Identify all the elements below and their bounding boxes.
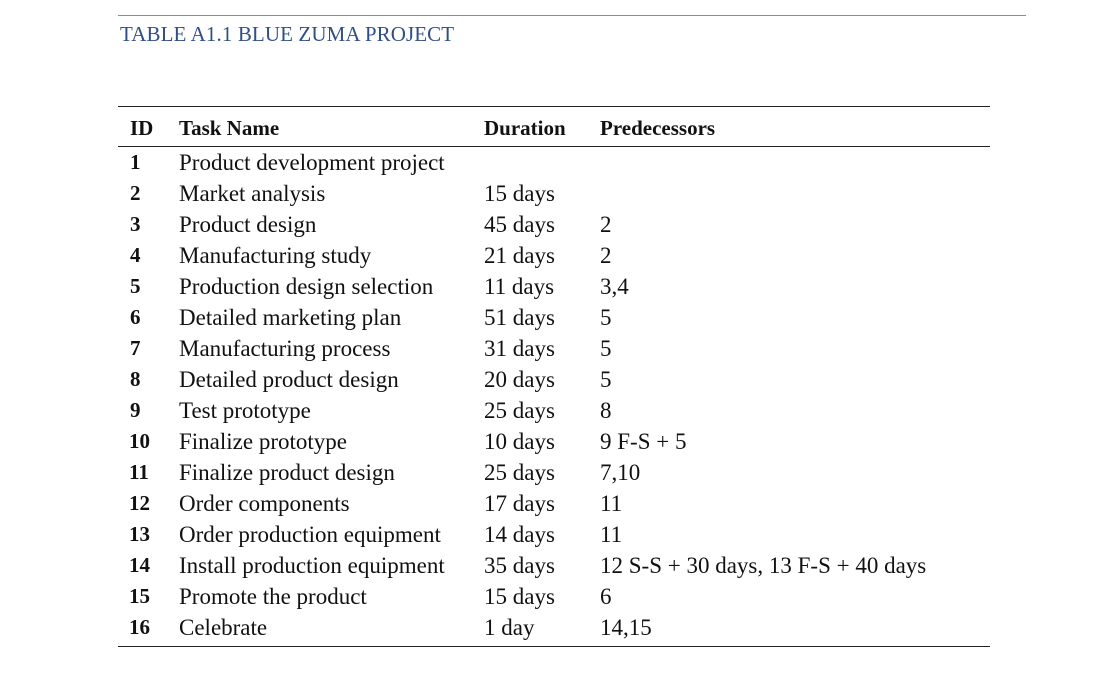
task-duration: 15 days [484, 181, 555, 206]
task-name: Test prototype [179, 398, 311, 423]
task-predecessors: 5 [600, 336, 612, 361]
task-duration: 25 days [484, 398, 555, 423]
task-predecessors: 2 [600, 212, 612, 237]
table-row: 10 Finalize prototype 10 days 9 F-S + 5 [118, 428, 990, 459]
task-name: Product development project [179, 150, 445, 175]
task-duration: 10 days [484, 429, 555, 454]
task-duration: 14 days [484, 522, 555, 547]
table-row: 6 Detailed marketing plan 51 days 5 [118, 304, 990, 335]
task-name: Product design [179, 212, 317, 237]
task-name: Manufacturing process [179, 336, 391, 361]
task-id: 14 [129, 553, 150, 577]
task-predecessors: 12 S-S + 30 days, 13 F-S + 40 days [600, 553, 927, 578]
task-id: 4 [130, 243, 141, 267]
task-duration: 35 days [484, 553, 555, 578]
task-duration: 11 days [484, 274, 555, 299]
header-duration: Duration [484, 116, 566, 140]
table-row: 8 Detailed product design 20 days 5 [118, 366, 990, 397]
table-caption: TABLE A1.1 BLUE ZUMA PROJECT [120, 22, 455, 46]
task-name: Manufacturing study [179, 243, 372, 268]
task-predecessors: 2 [600, 243, 612, 268]
task-name: Install production equipment [179, 553, 445, 578]
task-id: 2 [130, 181, 141, 205]
table-row: 11 Finalize product design 25 days 7,10 [118, 459, 990, 490]
task-id: 15 [129, 584, 150, 608]
header-task-name: Task Name [179, 116, 280, 140]
task-predecessors: 7,10 [600, 460, 641, 485]
table-row: 5 Production design selection 11 days 3,4 [118, 273, 990, 304]
task-id: 7 [130, 336, 141, 360]
task-name: Detailed marketing plan [179, 305, 402, 330]
table-row: 4 Manufacturing study 21 days 2 [118, 242, 990, 273]
table-row: 9 Test prototype 25 days 8 [118, 397, 990, 428]
task-id: 10 [129, 429, 150, 453]
task-id: 11 [129, 460, 149, 484]
task-predecessors: 5 [600, 367, 612, 392]
task-id: 9 [130, 398, 141, 422]
table-row: 13 Order production equipment 14 days 11 [118, 521, 990, 552]
task-id: 16 [129, 615, 150, 639]
task-name: Finalize prototype [179, 429, 347, 454]
table-header-row: ID Task Name Duration Predecessors [118, 107, 990, 147]
task-predecessors: 3,4 [600, 274, 629, 299]
header-predecessors: Predecessors [600, 116, 716, 140]
task-duration: 1 day [484, 615, 535, 640]
table-row: 14 Install production equipment 35 days 12 … [118, 552, 990, 583]
table-row: 2 Market analysis 15 days [118, 180, 990, 211]
task-duration: 21 days [484, 243, 555, 268]
task-predecessors: 8 [600, 398, 612, 423]
task-name: Finalize product design [179, 460, 395, 485]
task-id: 3 [130, 212, 141, 236]
task-predecessors: 14,15 [600, 615, 652, 640]
table-row: 15 Promote the product 15 days 6 [118, 583, 990, 614]
task-name: Production design selection [179, 274, 434, 299]
header-id: ID [130, 116, 154, 140]
task-predecessors: 11 [600, 491, 623, 516]
task-id: 6 [130, 305, 141, 329]
task-duration: 51 days [484, 305, 555, 330]
table-row: 1 Product development project [118, 149, 990, 180]
task-name: Celebrate [179, 615, 268, 640]
task-name: Order components [179, 491, 350, 516]
top-rule [118, 15, 1026, 16]
task-duration: 15 days [484, 584, 555, 609]
task-name: Market analysis [179, 181, 326, 206]
table-row: 7 Manufacturing process 31 days 5 [118, 335, 990, 366]
task-predecessors: 9 F-S + 5 [600, 429, 687, 454]
task-duration: 45 days [484, 212, 555, 237]
table-row: 3 Product design 45 days 2 [118, 211, 990, 242]
table-row: 12 Order components 17 days 11 [118, 490, 990, 521]
task-duration: 17 days [484, 491, 555, 516]
table-body: 1 Product development project 2 Market anal… [118, 147, 990, 646]
project-table: ID Task Name Duration Predecessors 1 Prod… [118, 106, 990, 647]
table-row: 16 Celebrate 1 day 14,15 [118, 614, 990, 645]
task-duration: 20 days [484, 367, 555, 392]
task-id: 5 [130, 274, 141, 298]
task-predecessors: 5 [600, 305, 612, 330]
task-id: 13 [129, 522, 150, 546]
task-name: Detailed product design [179, 367, 399, 392]
task-predecessors: 6 [600, 584, 612, 609]
task-id: 12 [129, 491, 150, 515]
task-id: 1 [130, 150, 141, 174]
task-id: 8 [130, 367, 141, 391]
task-name: Order production equipment [179, 522, 441, 547]
task-predecessors: 11 [600, 522, 623, 547]
task-duration: 25 days [484, 460, 555, 485]
task-name: Promote the product [179, 584, 367, 609]
task-duration: 31 days [484, 336, 555, 361]
